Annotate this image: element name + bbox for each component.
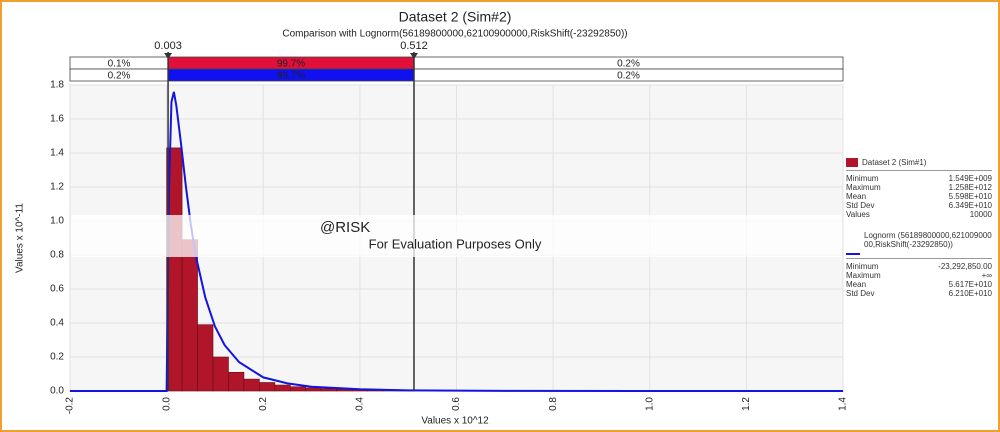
histogram-bar [181, 239, 198, 392]
x-tick-label: 1.2 [741, 397, 752, 411]
x-tick-label: 0.0 [161, 397, 172, 411]
delimiter-percent: 0.2% [617, 71, 640, 82]
histogram-bar [259, 382, 276, 392]
x-tick-label: 1.0 [644, 397, 655, 411]
legend-line [846, 253, 860, 256]
y-tick-label: 0.0 [50, 386, 64, 397]
stat-row: Std Dev 6.349E+010 [846, 201, 992, 210]
legend: Dataset 2 (Sim#1) Minimum 1.549E+009 Maximu… [846, 158, 992, 298]
stat-value: 5.598E+010 [948, 192, 992, 202]
stat-label: Mean [846, 280, 867, 290]
y-tick-label: 1.4 [50, 148, 64, 159]
y-axis-label: Values x 10^-11 [15, 203, 26, 273]
stat-row: Minimum -23,292,850.00 [846, 262, 992, 271]
watermark-text: For Evaluation Purposes Only [369, 236, 542, 251]
chart-title: Dataset 2 (Sim#2) [399, 9, 512, 25]
x-tick-label: -0.2 [65, 397, 76, 415]
stat-value: 10000 [969, 210, 992, 220]
stat-row: Maximum 1.258E+012 [846, 183, 992, 192]
histogram-bar [274, 384, 291, 392]
watermark-title: @RISK [320, 219, 370, 236]
delimiter-percent: 0.1% [108, 59, 131, 70]
delimiter-handle [164, 53, 173, 59]
y-tick-label: 0.4 [50, 318, 64, 329]
histogram-bar [197, 324, 214, 392]
y-tick-label: 0.8 [50, 250, 64, 261]
x-tick-label: 1.4 [838, 397, 849, 411]
stat-label: Minimum [846, 174, 879, 184]
stat-row: Minimum 1.549E+009 [846, 174, 992, 183]
stat-value: 1.258E+012 [948, 183, 992, 193]
x-tick-label: 0.6 [451, 397, 462, 411]
delimiter-percent: 0.2% [108, 71, 131, 82]
x-tick-label: 0.2 [258, 397, 269, 411]
stat-label: Maximum [846, 271, 881, 281]
histogram-bar [243, 378, 260, 392]
delimiter-label: 0.512 [400, 40, 428, 52]
x-tick-label: 0.8 [548, 397, 559, 411]
stat-label: Maximum [846, 183, 881, 193]
stat-label: Mean [846, 192, 867, 202]
y-tick-label: 1.8 [50, 80, 64, 91]
legend-entry: Lognorm (56189800000,62100900000,RiskShi… [846, 231, 992, 256]
stat-value: 6.210E+010 [948, 289, 992, 299]
delimiter-handle [409, 53, 418, 59]
legend-name: Dataset 2 (Sim#1) [862, 158, 927, 167]
overlay-curve [70, 91, 843, 392]
stat-row: Std Dev 6.210E+010 [846, 289, 992, 298]
stat-value: 5.617E+010 [948, 280, 992, 290]
chart-subtitle: Comparison with Lognorm(56189800000,6210… [282, 29, 627, 40]
histogram-bar [212, 356, 229, 392]
histogram-bar [305, 387, 322, 392]
watermark-band [71, 215, 842, 257]
stat-label: Std Dev [846, 201, 875, 211]
x-axis-label: Values x 10^12 [421, 416, 489, 427]
histogram-bar [290, 386, 307, 392]
stat-row: Values 10000 [846, 210, 992, 219]
stat-label: Std Dev [846, 289, 875, 299]
x-tick-label: 0.4 [355, 397, 366, 411]
delimiter-percent: 99.7% [277, 71, 305, 82]
delimiter-percent: 99.7% [277, 59, 305, 70]
y-tick-label: 0.2 [50, 352, 64, 363]
stat-value: 1.549E+009 [948, 174, 992, 184]
stat-value: -23,292,850.00 [938, 262, 992, 272]
delimiter-label: 0.003 [154, 40, 182, 52]
legend-stats: Minimum 1.549E+009 Maximum 1.258E+012 Mean 5.… [846, 170, 992, 219]
stat-row: Maximum +∞ [846, 271, 992, 280]
stat-value: 6.349E+010 [948, 201, 992, 211]
delimiter-percent: 0.2% [617, 59, 640, 70]
legend-stats: Minimum -23,292,850.00 Maximum +∞ Mean 5.617E… [846, 258, 992, 298]
stat-label: Minimum [846, 262, 879, 272]
y-tick-label: 0.6 [50, 284, 64, 295]
legend-swatch [846, 158, 858, 168]
legend-entry: Dataset 2 (Sim#1) [846, 158, 992, 168]
histogram-bar [320, 388, 337, 392]
stat-row: Mean 5.617E+010 [846, 280, 992, 289]
stat-row: Mean 5.598E+010 [846, 192, 992, 201]
stat-label: Values [846, 210, 870, 220]
legend-name: Lognorm (56189800000,62100900000,RiskShi… [864, 231, 992, 250]
stat-value: +∞ [981, 271, 992, 281]
y-tick-label: 1.0 [50, 216, 64, 227]
histogram-bar [228, 371, 245, 392]
y-tick-label: 1.6 [50, 114, 64, 125]
y-tick-label: 1.2 [50, 182, 64, 193]
